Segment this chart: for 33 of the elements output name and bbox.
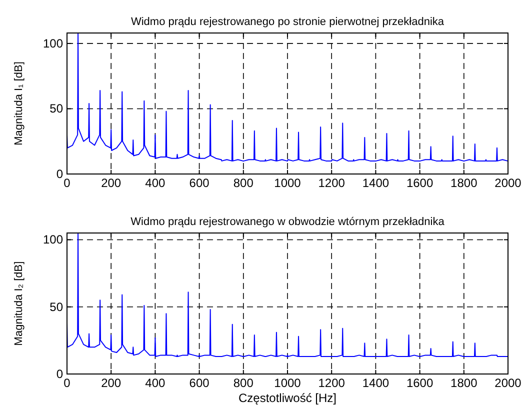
y-tick-label: 100 xyxy=(42,36,64,50)
x-tick-label: 1600 xyxy=(406,176,434,190)
x-tick-label: 600 xyxy=(189,376,210,390)
x-tick-label: 2000 xyxy=(494,376,522,390)
y-axis-title: Magnituda I₁ [dB] xyxy=(13,62,25,146)
x-tick-label: 600 xyxy=(189,176,210,190)
x-tick-label: 1800 xyxy=(450,376,478,390)
x-tick-label: 800 xyxy=(233,176,254,190)
x-tick-label: 1400 xyxy=(362,176,390,190)
x-tick-label: 1800 xyxy=(450,176,478,190)
x-tick-label: 200 xyxy=(101,376,122,390)
chart-title: Widmo prądu rejestrowanego w obwodzie wtórnym przekładnika xyxy=(130,216,446,228)
y-axis-title: Magnituda I₂ [dB] xyxy=(13,261,25,346)
x-tick-label: 400 xyxy=(145,376,166,390)
line-series xyxy=(67,33,508,162)
x-tick-label: 1200 xyxy=(318,376,346,390)
y-tick-label: 0 xyxy=(56,367,64,381)
line-series xyxy=(67,233,508,358)
y-tick-label: 0 xyxy=(56,167,64,181)
x-tick-label: 1600 xyxy=(406,376,434,390)
x-axis-title: Częstotliwość [Hz] xyxy=(238,391,337,405)
y-tick-label: 50 xyxy=(50,102,64,116)
x-tick-label: 1200 xyxy=(318,176,346,190)
chart-title: Widmo prądu rejestrowanego po stronie pierwotnej przekładnika xyxy=(130,16,445,28)
x-tick-label: 1000 xyxy=(274,176,302,190)
y-tick-label: 50 xyxy=(50,300,64,314)
x-tick-label: 200 xyxy=(101,176,122,190)
x-tick-label: 1400 xyxy=(362,376,390,390)
y-tick-label: 100 xyxy=(42,232,64,247)
x-tick-label: 800 xyxy=(233,376,254,390)
x-tick-label: 400 xyxy=(145,176,166,190)
x-tick-label: 2000 xyxy=(494,176,522,190)
x-tick-label: 1000 xyxy=(274,376,302,390)
